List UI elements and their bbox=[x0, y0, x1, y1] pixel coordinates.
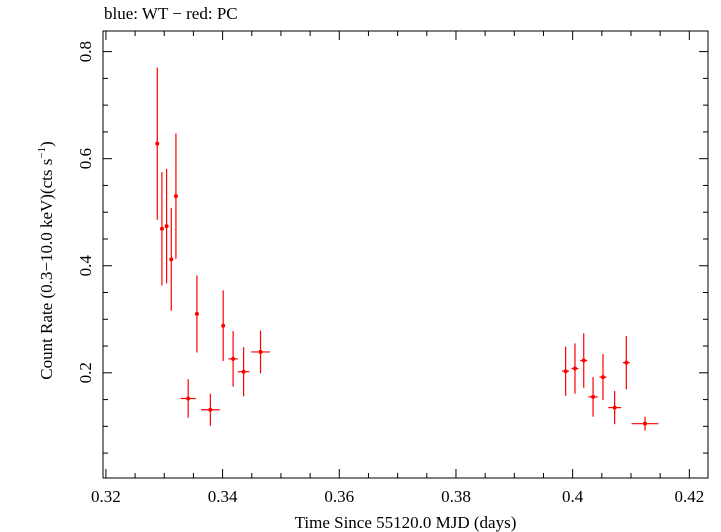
x-tick-label: 0.32 bbox=[91, 487, 121, 506]
point-marker bbox=[612, 405, 617, 410]
data-point bbox=[237, 347, 250, 397]
point-marker bbox=[581, 358, 586, 363]
pc-series bbox=[155, 67, 659, 431]
y-tick-label: 0.2 bbox=[76, 362, 95, 383]
y-axis-ticks: 0.2 0.4 0.6 0.8 bbox=[76, 41, 708, 454]
x-axis-ticks: 0.32 0.34 0.36 0.38 0.4 0.42 bbox=[91, 31, 704, 506]
data-point bbox=[228, 331, 238, 387]
point-marker bbox=[169, 257, 174, 262]
point-marker bbox=[563, 369, 568, 374]
point-marker bbox=[164, 224, 169, 229]
point-marker bbox=[572, 366, 577, 371]
point-marker bbox=[186, 396, 191, 401]
point-marker bbox=[624, 360, 629, 365]
data-point bbox=[159, 172, 164, 286]
data-point bbox=[599, 354, 607, 401]
data-point bbox=[169, 207, 174, 311]
point-marker bbox=[155, 141, 160, 146]
data-point bbox=[251, 330, 270, 374]
data-point bbox=[608, 391, 622, 425]
data-point bbox=[580, 333, 588, 388]
data-point bbox=[194, 275, 199, 353]
point-marker bbox=[241, 369, 246, 374]
x-tick-label: 0.4 bbox=[562, 487, 584, 506]
x-tick-label: 0.34 bbox=[208, 487, 238, 506]
point-marker bbox=[194, 311, 199, 316]
y-axis-label: Count Rate (0.3−10.0 keV)(cts s−1) bbox=[36, 141, 56, 380]
data-point bbox=[631, 416, 659, 431]
x-axis-label: Time Since 55120.0 MJD (days) bbox=[295, 513, 517, 532]
data-point bbox=[562, 346, 570, 396]
point-marker bbox=[159, 226, 164, 231]
point-marker bbox=[591, 394, 596, 399]
x-tick-label: 0.38 bbox=[441, 487, 471, 506]
y-axis-label-tail: ) bbox=[37, 141, 56, 147]
data-point bbox=[164, 168, 169, 284]
y-tick-label: 0.6 bbox=[76, 148, 95, 169]
point-marker bbox=[258, 349, 263, 354]
point-marker bbox=[173, 194, 178, 199]
data-point bbox=[173, 133, 178, 259]
y-tick-label: 0.4 bbox=[76, 255, 95, 277]
y-tick-label: 0.8 bbox=[76, 41, 95, 62]
point-marker bbox=[231, 356, 236, 361]
x-tick-label: 0.42 bbox=[674, 487, 704, 506]
x-tick-label: 0.36 bbox=[324, 487, 354, 506]
point-marker bbox=[221, 323, 226, 328]
data-point bbox=[622, 335, 630, 390]
chart-title: blue: WT − red: PC bbox=[104, 4, 238, 23]
y-axis-label-superscript: −1 bbox=[36, 147, 48, 159]
data-point bbox=[201, 393, 220, 426]
data-point bbox=[180, 379, 196, 418]
data-point bbox=[221, 290, 226, 362]
data-point bbox=[155, 67, 160, 220]
point-marker bbox=[600, 375, 605, 380]
data-point bbox=[588, 377, 598, 417]
y-axis-label-main: Count Rate (0.3−10.0 keV)(cts s bbox=[37, 159, 56, 380]
data-point bbox=[571, 343, 579, 394]
point-marker bbox=[208, 407, 213, 412]
point-marker bbox=[642, 421, 647, 426]
plot-frame bbox=[102, 30, 709, 479]
